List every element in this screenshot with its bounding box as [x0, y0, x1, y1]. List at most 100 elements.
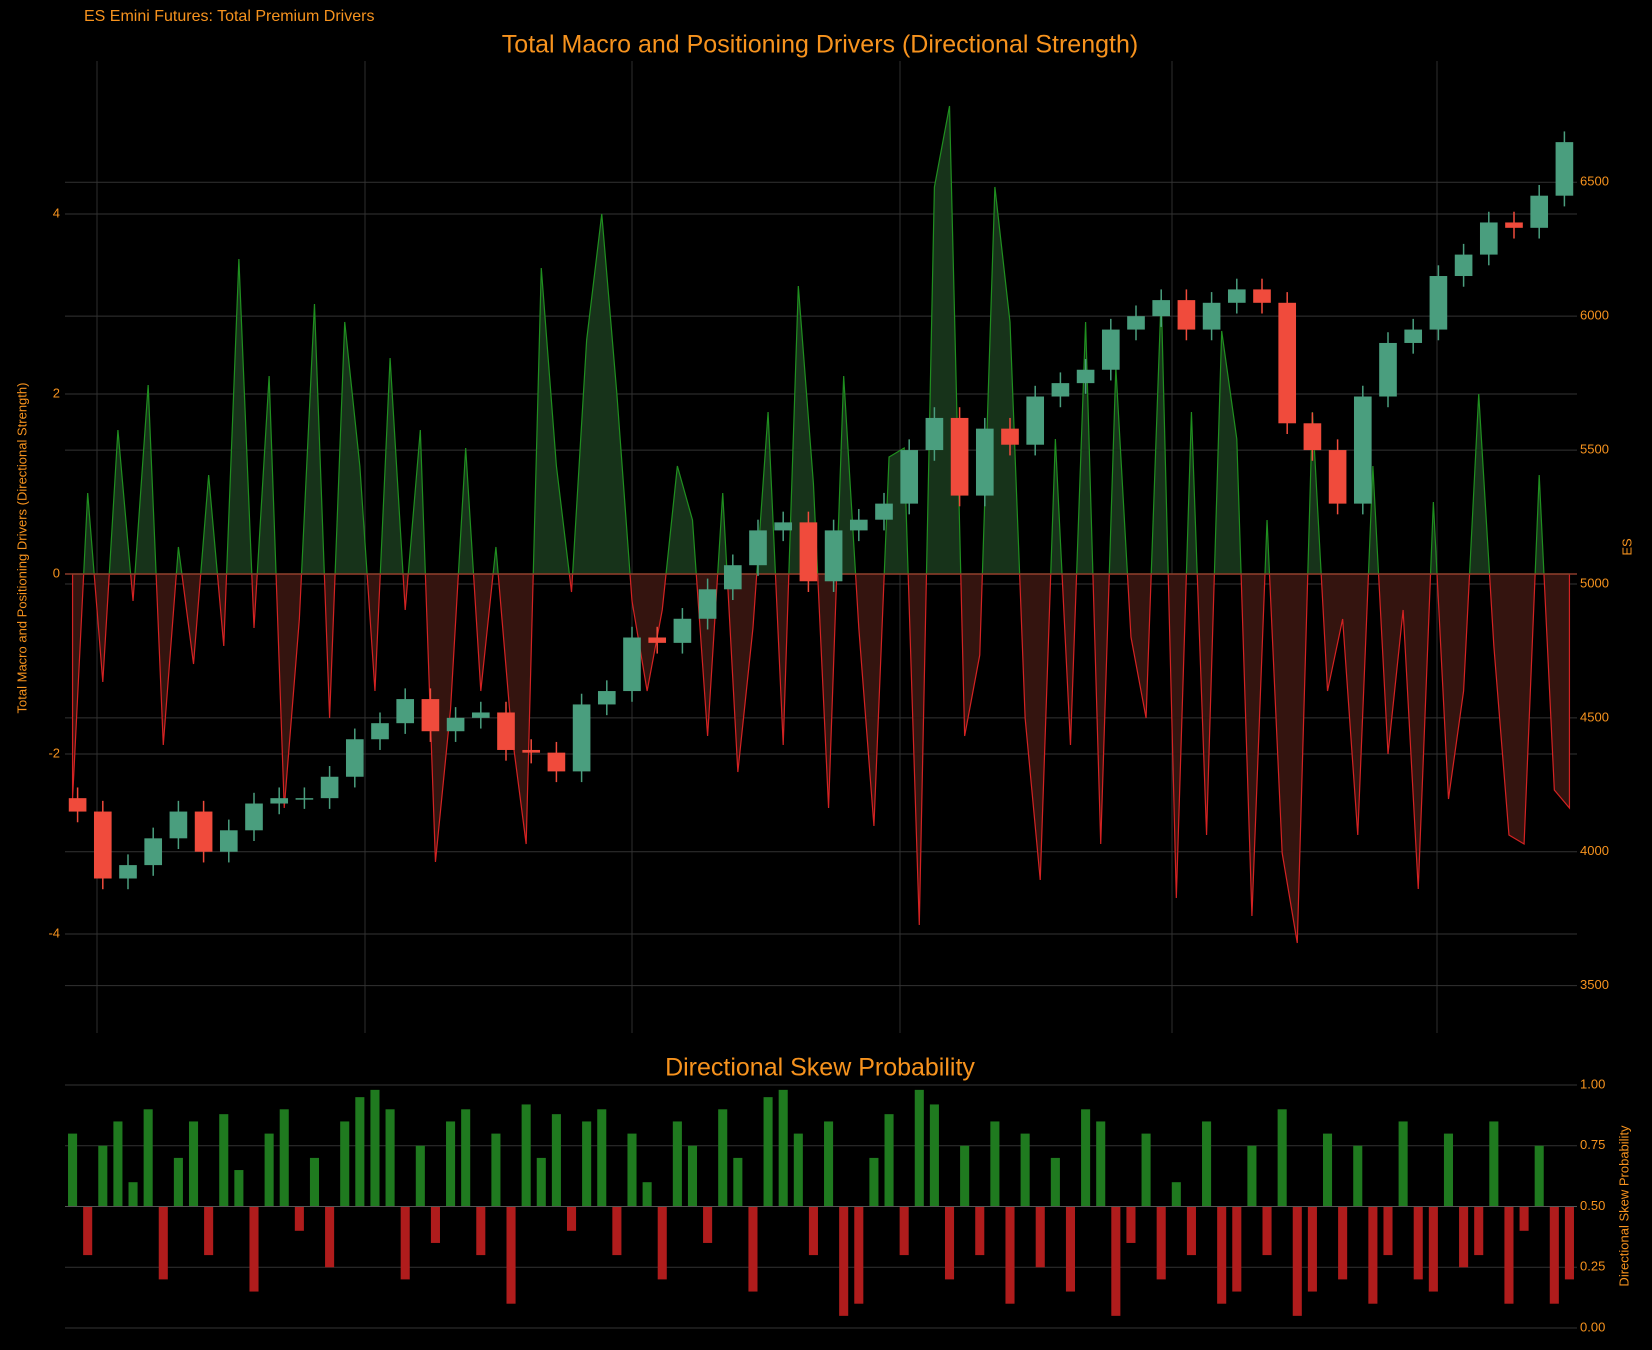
bar [1065, 1206, 1076, 1292]
candle-body [1454, 254, 1473, 277]
y2-tick-label: 4500 [1580, 709, 1609, 724]
bar [400, 1206, 410, 1280]
candle-body [723, 565, 742, 590]
y-tick-label: 1.00 [1580, 1076, 1605, 1091]
candle-body [975, 428, 994, 496]
bar [264, 1133, 274, 1207]
y-tick-label: 0 [53, 565, 60, 580]
bar [1398, 1121, 1408, 1207]
bar [1292, 1206, 1302, 1316]
candle-body [673, 618, 692, 643]
bar [1534, 1145, 1544, 1207]
candle-body [1001, 428, 1019, 445]
bar [944, 1206, 955, 1280]
candle-body [1429, 276, 1448, 330]
bar [808, 1206, 818, 1256]
bar [234, 1170, 244, 1207]
bar [1217, 1206, 1227, 1304]
y-tick-label: 0.50 [1580, 1198, 1605, 1213]
bar [128, 1182, 138, 1207]
bar [294, 1206, 304, 1231]
y-tick-label: 0.00 [1580, 1319, 1605, 1334]
bar [1126, 1206, 1136, 1243]
candle-body [597, 691, 616, 705]
bar [1096, 1121, 1106, 1207]
bar [1489, 1121, 1499, 1207]
bar [1564, 1206, 1574, 1280]
candle-body [849, 519, 868, 531]
bar [1383, 1206, 1393, 1256]
candle-body [1278, 302, 1297, 424]
bar [929, 1104, 939, 1207]
y2-tick-label: 4000 [1580, 843, 1609, 858]
candle-body [1026, 396, 1045, 445]
candle-body [1202, 302, 1221, 330]
bar [1549, 1206, 1559, 1304]
y2-tick-label: 6500 [1580, 174, 1609, 189]
candle-body [144, 838, 163, 866]
bar [340, 1121, 350, 1207]
bar [1353, 1145, 1363, 1207]
candle-body [749, 530, 767, 566]
bar [309, 1157, 320, 1207]
candle-body [270, 798, 289, 804]
bar [219, 1114, 229, 1207]
y2-tick-label: 5000 [1580, 575, 1609, 590]
candle-body [1127, 316, 1145, 330]
y-tick-label: -4 [48, 925, 60, 940]
page-title: ES Emini Futures: Total Premium Drivers [84, 8, 374, 25]
bar [990, 1121, 1000, 1207]
candle-body [875, 503, 893, 520]
bar [370, 1089, 380, 1207]
bar [355, 1097, 365, 1207]
candle-body [1051, 383, 1070, 397]
bar [173, 1157, 183, 1207]
bar [385, 1109, 395, 1207]
bar [1202, 1121, 1212, 1207]
candle-body [245, 803, 263, 831]
bar [657, 1206, 667, 1280]
candle-body [623, 637, 641, 692]
candle-body [572, 704, 591, 772]
y-tick-label: 2 [53, 385, 60, 400]
bar [415, 1145, 425, 1207]
candle-body [68, 798, 87, 812]
bar [68, 1133, 78, 1207]
candle-body [698, 589, 717, 619]
candle-body [774, 522, 793, 531]
candle-body [119, 865, 137, 879]
bar [763, 1097, 773, 1207]
bar [158, 1206, 168, 1280]
candle-body [1328, 450, 1347, 504]
bar [204, 1206, 214, 1256]
bar [960, 1145, 970, 1207]
candle-body [1101, 329, 1120, 370]
y2-axis-title: ES [1619, 538, 1634, 556]
candle-body [925, 417, 944, 451]
bar [642, 1182, 652, 1207]
candle-body [824, 530, 843, 582]
bar [1307, 1206, 1317, 1292]
bar [249, 1206, 259, 1292]
bar [1141, 1133, 1151, 1207]
bar [778, 1089, 788, 1207]
bar [1504, 1206, 1514, 1304]
candle-body [446, 717, 465, 732]
bar [718, 1109, 728, 1207]
candle-body [371, 723, 389, 740]
candle-body [900, 450, 919, 504]
bar [687, 1145, 698, 1207]
candle-body [950, 417, 969, 496]
bar [627, 1133, 637, 1207]
bar [1005, 1206, 1015, 1304]
chart-title: Directional Skew Probability [665, 1054, 975, 1082]
bar [1035, 1206, 1045, 1268]
bar [1171, 1182, 1181, 1207]
chart-title: Total Macro and Positioning Drivers (Dir… [502, 31, 1138, 59]
candle-body [1152, 300, 1171, 317]
y-tick-label: 0.25 [1580, 1259, 1605, 1274]
bar [506, 1206, 516, 1304]
bar [1519, 1206, 1529, 1231]
bar [476, 1206, 486, 1256]
